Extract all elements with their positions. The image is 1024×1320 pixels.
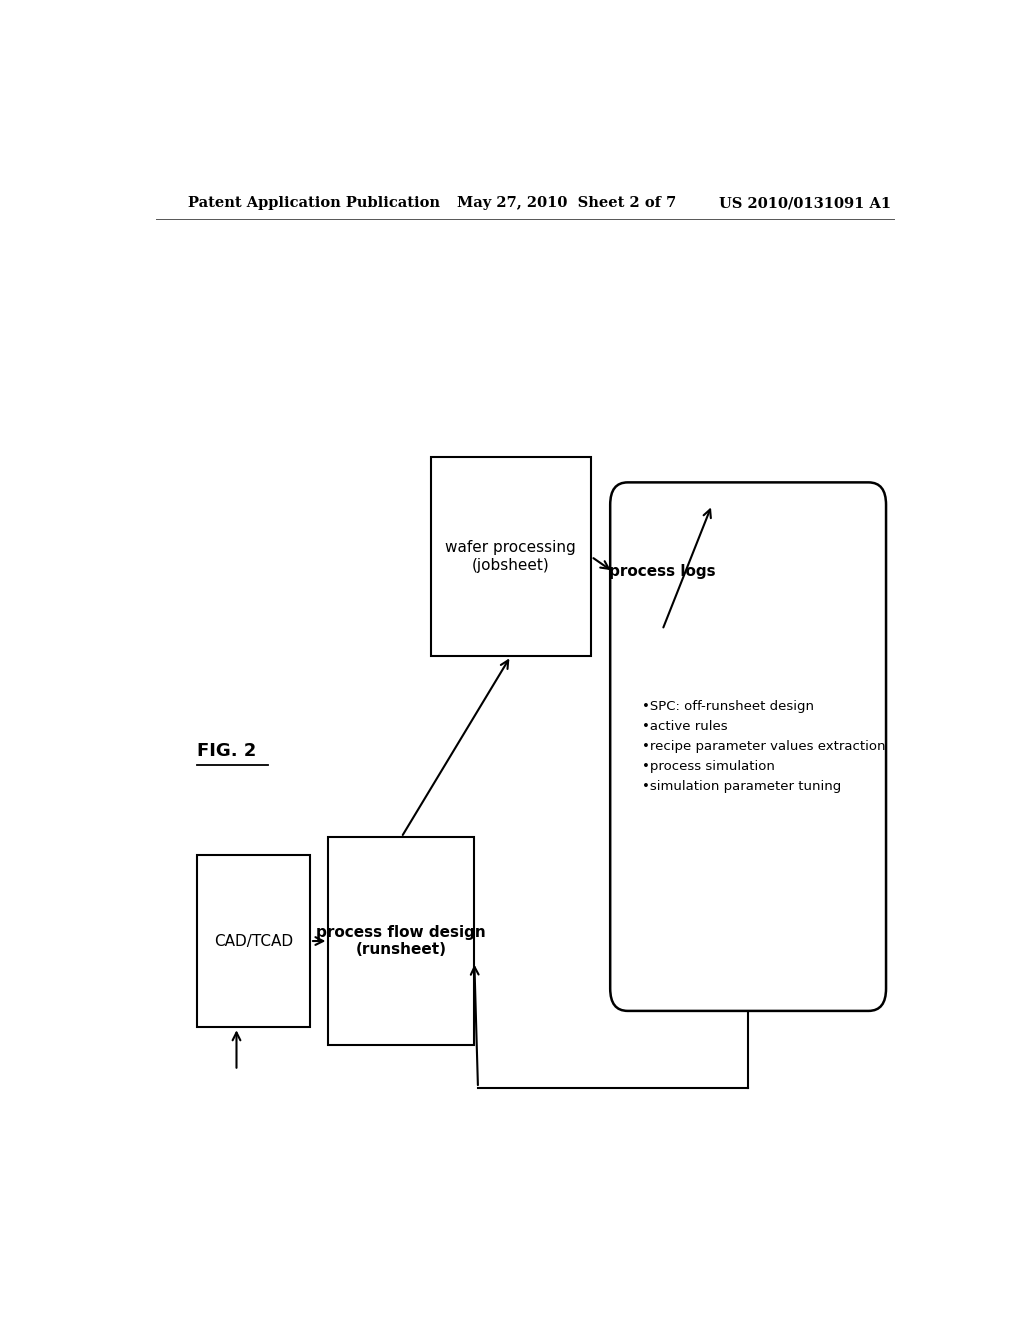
Bar bbox=[613, 513, 712, 630]
Bar bbox=[197, 854, 310, 1027]
Text: •SPC: off-runsheet design
•active rules
•recipe parameter values extraction
•pro: •SPC: off-runsheet design •active rules … bbox=[642, 700, 886, 793]
Text: May 27, 2010  Sheet 2 of 7: May 27, 2010 Sheet 2 of 7 bbox=[458, 197, 677, 210]
Bar bbox=[329, 837, 474, 1044]
Text: process logs: process logs bbox=[609, 564, 716, 579]
Text: process flow design
(runsheet): process flow design (runsheet) bbox=[316, 925, 486, 957]
FancyBboxPatch shape bbox=[610, 482, 886, 1011]
Text: US 2010/0131091 A1: US 2010/0131091 A1 bbox=[719, 197, 891, 210]
Text: Patent Application Publication: Patent Application Publication bbox=[187, 197, 439, 210]
Text: FIG. 2: FIG. 2 bbox=[197, 742, 256, 760]
Text: CAD/TCAD: CAD/TCAD bbox=[214, 933, 293, 949]
Bar bbox=[430, 457, 591, 656]
Text: wafer processing
(jobsheet): wafer processing (jobsheet) bbox=[445, 540, 577, 573]
